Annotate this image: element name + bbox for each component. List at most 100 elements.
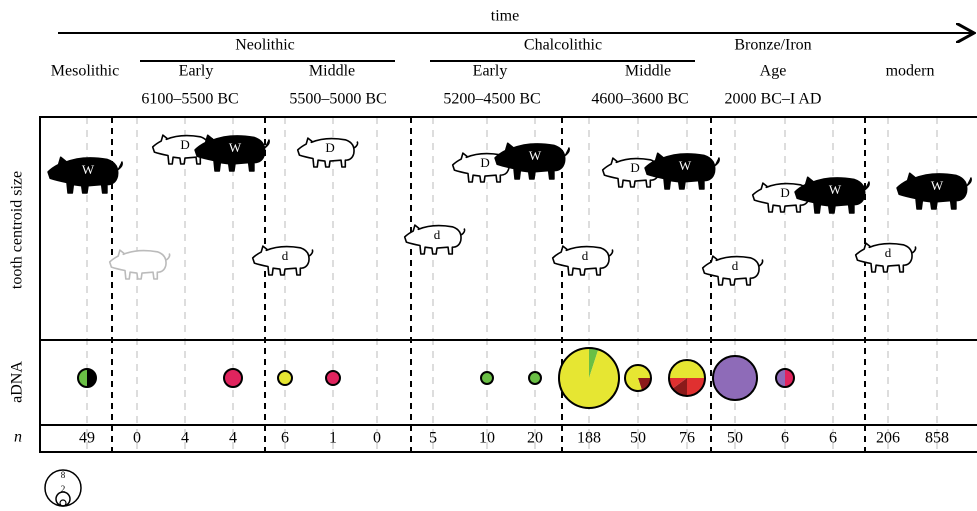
period: Chalcolithic (524, 37, 602, 54)
domestic-pig: d (701, 255, 764, 286)
pig-body (701, 255, 764, 286)
pie-outline (775, 368, 795, 388)
dates: 6100–5500 BC (141, 91, 238, 108)
wild-pig: W (896, 172, 972, 210)
pig-label: D (325, 140, 334, 155)
n-value: 76 (679, 430, 695, 447)
pig-label: d (732, 258, 739, 273)
domestic-pig: d (403, 224, 466, 255)
legend-label: 8 (61, 470, 66, 480)
pie-slice (638, 378, 651, 391)
pie-outline (277, 370, 293, 386)
domestic-pig: d (251, 245, 314, 276)
n-value: 188 (577, 430, 601, 447)
n-value: 4 (181, 430, 189, 447)
wild-pig: W (494, 142, 570, 180)
pie-outline (624, 364, 652, 392)
pig-body (644, 152, 720, 190)
pig-body (251, 245, 314, 276)
n-row: 49 0 4 4 6 1 0 5 10 20 188 50 76 50 6 6 206 858 (79, 430, 949, 447)
pig-body (47, 156, 123, 194)
n-value: 858 (925, 430, 949, 447)
n-value: 10 (479, 430, 495, 447)
pig-body (108, 249, 171, 280)
pies (77, 347, 795, 409)
wild-pig: W (794, 176, 870, 214)
n-value: 6 (829, 430, 837, 447)
period: Mesolithic (51, 63, 119, 80)
row-label: n (14, 429, 22, 446)
pie-slice (481, 372, 493, 384)
period: Bronze/Iron (734, 37, 811, 54)
pie-slice (669, 378, 687, 389)
pig-label: W (82, 162, 95, 177)
n-value: 0 (373, 430, 381, 447)
domestic-pig: D (296, 137, 359, 168)
phase: Middle (309, 63, 355, 80)
pie-slice (625, 365, 643, 391)
pig-body (896, 172, 972, 210)
pie-outline (480, 371, 494, 385)
pie-outline (528, 371, 542, 385)
phase: Age (760, 63, 787, 80)
n-value: 0 (133, 430, 141, 447)
legend-circle (55, 491, 71, 507)
pig-label: D (480, 155, 489, 170)
pie-outline (668, 359, 706, 397)
wild-pig: W (194, 134, 270, 172)
pig-body (296, 137, 359, 168)
dates: 5200–4500 BC (443, 91, 540, 108)
pig-label: W (829, 182, 842, 197)
pie-slice (278, 371, 292, 385)
size-legend: 8 2 (44, 469, 82, 507)
pigs: W D W Dd d D Wd D Wd D Wd W (47, 134, 972, 286)
dates: 5500–5000 BC (289, 91, 386, 108)
n-value: 6 (781, 430, 789, 447)
dates: 4600–3600 BC (591, 91, 688, 108)
pig-body (551, 245, 614, 276)
domestic-pig: d (854, 242, 917, 273)
pig-label: D (630, 160, 639, 175)
pie-slice (589, 348, 599, 378)
pig-label: W (529, 148, 542, 163)
domestic-pig: d (551, 245, 614, 276)
wild-pig: W (47, 156, 123, 194)
wild-pig: W (644, 152, 720, 190)
pig-label: d (434, 227, 441, 242)
domestic-pig (108, 249, 171, 280)
pig-label: d (282, 248, 289, 263)
pie-slice (669, 360, 687, 378)
pie-outline (558, 347, 620, 409)
pig-label: W (679, 158, 692, 173)
n-value: 20 (527, 430, 543, 447)
pie-slice (687, 360, 705, 378)
pie-slice (559, 348, 620, 409)
n-value: 1 (329, 430, 337, 447)
panel-frame (39, 116, 977, 453)
pie-slice (713, 356, 757, 400)
legend-circle (59, 499, 67, 507)
pie-slice (326, 371, 340, 385)
pig-label: W (229, 140, 242, 155)
row-label: tooth centroid size (9, 171, 26, 289)
pig-body (494, 142, 570, 180)
time-label: time (491, 8, 519, 25)
pig-label: d (885, 245, 892, 260)
pig-body (194, 134, 270, 172)
row-label: aDNA (9, 361, 26, 403)
pig-body (854, 242, 917, 273)
pie-outline (325, 370, 341, 386)
phase: Middle (625, 63, 671, 80)
period: modern (886, 63, 935, 80)
legend-label: 2 (61, 484, 66, 494)
pie-slice (224, 369, 242, 387)
pie-outline (712, 355, 758, 401)
period: Neolithic (235, 37, 295, 54)
pig-label: D (780, 185, 789, 200)
n-value: 5 (429, 430, 437, 447)
pig-body (403, 224, 466, 255)
n-value: 206 (876, 430, 900, 447)
dates: 2000 BC–I AD (725, 91, 822, 108)
n-value: 50 (630, 430, 646, 447)
